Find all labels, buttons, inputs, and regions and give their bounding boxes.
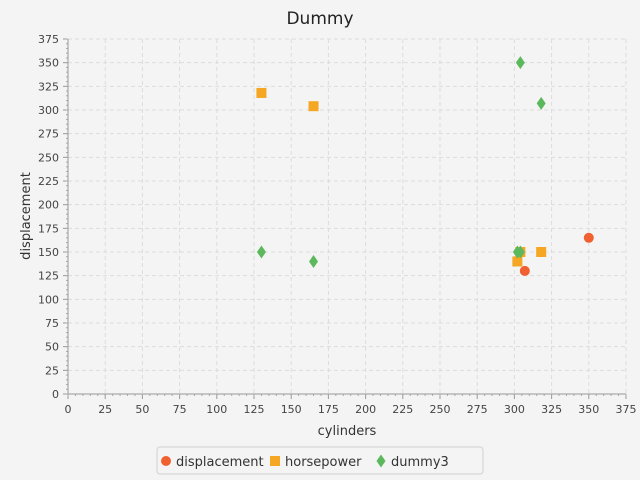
dummy3-point [536, 96, 546, 110]
x-tick-label: 300 [504, 403, 525, 416]
x-tick-label: 25 [98, 403, 112, 416]
y-tick-label: 50 [45, 341, 59, 354]
legend-marker-displacement [161, 456, 171, 466]
y-tick-label: 125 [38, 270, 59, 283]
grid [67, 38, 627, 395]
dummy3-point [515, 245, 525, 259]
chart-title: Dummy [286, 9, 353, 29]
y-tick-label: 0 [52, 388, 59, 401]
horsepower-point [308, 101, 319, 112]
x-tick-label: 0 [65, 403, 72, 416]
x-tick-label: 100 [206, 403, 227, 416]
y-tick-label: 375 [38, 33, 59, 46]
x-tick-label: 250 [430, 403, 451, 416]
y-tick-label: 250 [38, 151, 59, 164]
x-tick-label: 200 [355, 403, 376, 416]
dummy3-point [515, 56, 525, 70]
y-tick-label: 200 [38, 199, 59, 212]
x-tick-label: 125 [244, 403, 265, 416]
y-tick-label: 150 [38, 246, 59, 259]
data-points [256, 56, 594, 276]
y-tick-label: 175 [38, 222, 59, 235]
y-tick-label: 100 [38, 293, 59, 306]
horsepower-point [512, 256, 523, 267]
axes [63, 38, 627, 399]
horsepower-point [536, 247, 547, 257]
legend: displacement horsepower dummy3 [156, 446, 484, 475]
legend-label-displacement: displacement [176, 455, 264, 470]
y-tick-label: 225 [38, 175, 59, 188]
y-tick-label: 75 [45, 317, 59, 330]
legend-box [156, 446, 484, 475]
dummy3-point [309, 254, 319, 268]
y-tick-label: 275 [38, 128, 59, 141]
legend-marker-horsepower [270, 456, 280, 466]
displacement-point [583, 232, 594, 243]
y-tick-label: 350 [38, 57, 59, 70]
x-axis-label: cylinders [318, 424, 377, 439]
x-tick-label: 175 [318, 403, 339, 416]
legend-label-horsepower: horsepower [285, 455, 362, 470]
x-tick-label: 375 [616, 403, 637, 416]
y-axis-label: displacement [19, 172, 34, 260]
legend-label-dummy3: dummy3 [391, 455, 449, 470]
x-tick-label: 275 [467, 403, 488, 416]
x-tick-label: 75 [173, 403, 187, 416]
legend-marker-dummy3 [376, 454, 386, 468]
displacement-point [519, 265, 530, 276]
tick-labels: 0 25 50 75 100 125 150 175 200 225 250 275 300 325 350… [38, 33, 637, 416]
dummy3-point [256, 245, 266, 259]
x-tick-label: 150 [281, 403, 302, 416]
y-tick-label: 300 [38, 104, 59, 117]
x-tick-label: 350 [578, 403, 599, 416]
y-tick-label: 325 [38, 80, 59, 93]
x-tick-label: 325 [541, 403, 562, 416]
horsepower-point [256, 87, 267, 98]
y-tick-label: 25 [45, 364, 59, 377]
x-tick-label: 50 [135, 403, 149, 416]
x-tick-label: 225 [392, 403, 413, 416]
